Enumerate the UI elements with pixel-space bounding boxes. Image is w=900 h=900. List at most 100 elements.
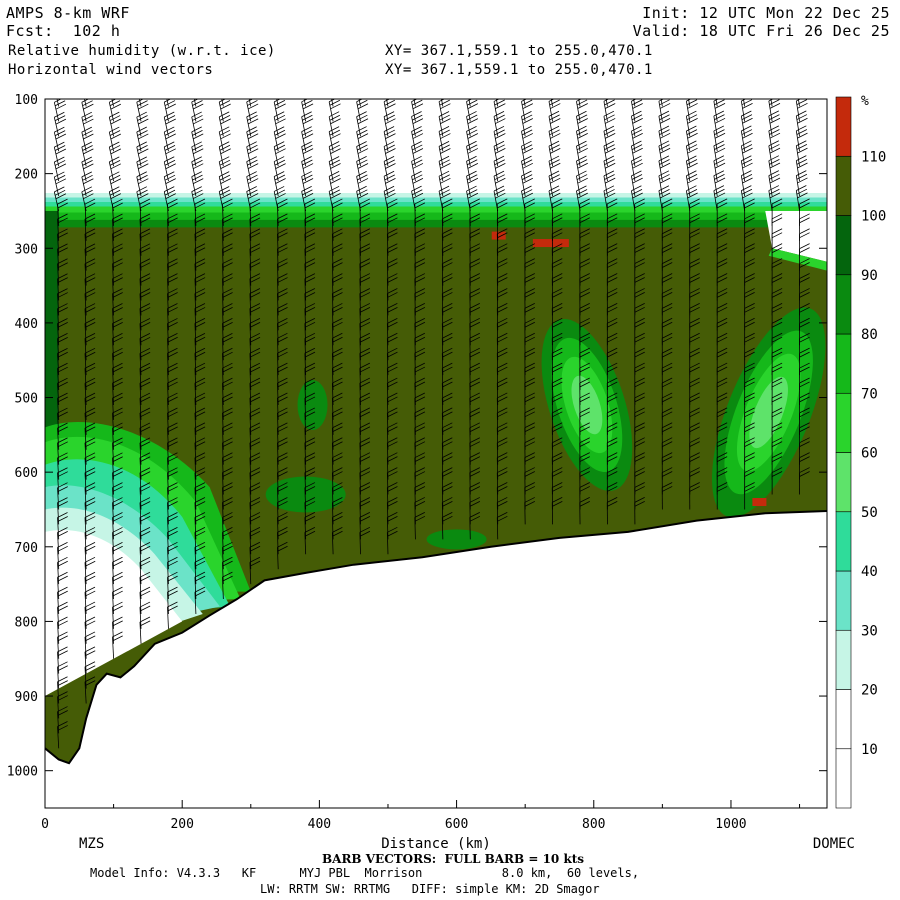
wind-barb-tick [219, 174, 231, 181]
wind-barb-tick [469, 512, 480, 518]
wind-barb-tick [607, 228, 618, 235]
wind-barb-tick [57, 243, 68, 250]
wind-barb-tick [497, 456, 508, 462]
wind-barb-tick [579, 243, 590, 250]
wind-barb-tick [57, 725, 68, 731]
wind-barb-tick [552, 392, 563, 399]
wind-barb-tick [84, 556, 96, 563]
wind-barb-tick [357, 129, 368, 136]
wind-barb-tick [579, 228, 590, 235]
wind-barb-tick [167, 202, 178, 209]
wind-barb-tick [164, 126, 175, 133]
wind-barb-tick [634, 347, 645, 354]
wind-barb-tick [771, 362, 783, 369]
wind-barb-tick [304, 381, 316, 388]
wind-barb-tick [771, 381, 783, 388]
wind-barb-tick [799, 292, 810, 298]
wind-barb-tick [167, 586, 178, 593]
wind-barb-tick [54, 160, 66, 166]
wind-barb-tick [658, 99, 665, 102]
wind-barb-tick [716, 362, 728, 369]
wind-barb-tick [577, 192, 588, 199]
wind-barb-tick [687, 162, 698, 169]
wind-barb-tick [194, 556, 206, 563]
wind-barb-tick [466, 155, 477, 162]
wind-barb-tick [109, 115, 121, 121]
wind-barb-tick [138, 118, 149, 125]
wind-barb-tick [716, 247, 728, 253]
wind-barb-tick [54, 189, 66, 196]
wind-barb-tick [54, 82, 64, 87]
wind-barb-tick [634, 202, 645, 209]
wind-barb-tick [524, 247, 536, 253]
wind-barb-tick [769, 188, 780, 195]
wind-barb-tick [524, 437, 535, 444]
wind-barb-tick [139, 336, 151, 343]
wind-barb-tick [332, 407, 343, 414]
wind-barb-tick [57, 426, 68, 433]
wind-barb-tick [85, 471, 96, 478]
wind-barb-tick [277, 347, 288, 354]
wind-barb-tick [332, 482, 343, 488]
wind-barb-tick [276, 89, 286, 94]
wind-barb-tick [494, 144, 505, 151]
wind-barb-tick [164, 141, 175, 148]
wind-barb-tick [607, 407, 618, 414]
wind-barb-tick [603, 185, 615, 192]
wind-barb-tick [716, 396, 728, 403]
wind-barb-tick [194, 467, 206, 474]
wind-barb-tick [57, 467, 68, 474]
y-tick-label: 600 [15, 466, 38, 481]
wind-barb-tick [689, 262, 700, 268]
wind-barb-tick [497, 273, 508, 279]
wind-barb-tick [497, 228, 508, 235]
wind-barb-tick [442, 501, 453, 507]
wind-barb-tick [631, 81, 641, 86]
wind-barb-tick [139, 516, 151, 522]
wind-barb-tick [359, 362, 371, 369]
wind-barb-tick [634, 471, 645, 477]
wind-barb-tick [222, 407, 233, 414]
wind-barb-tick [138, 86, 148, 91]
wind-barb-tick [521, 185, 532, 192]
wind-barb-tick [662, 228, 673, 235]
wind-barb-tick [275, 85, 285, 90]
wind-barb-tick [603, 99, 610, 102]
wind-barb-tick [57, 456, 68, 463]
wind-barb-tick [112, 407, 123, 414]
wind-barb-tick [109, 174, 121, 181]
wind-barb-tick [771, 422, 783, 429]
wind-barb-tick [277, 516, 288, 522]
wind-barb-tick [387, 471, 398, 477]
wind-barb-tick [222, 556, 233, 563]
wind-barb-tick [497, 303, 508, 309]
wind-barb-tick [579, 277, 590, 283]
wind-barb-tick [579, 471, 590, 477]
wind-barb-tick [384, 174, 395, 181]
wind-barb-tick [662, 198, 673, 205]
wind-barb-tick [274, 189, 286, 196]
init-time: Init: 12 UTC Mon 22 Dec 25 [642, 4, 890, 22]
wind-barb-tick [138, 148, 149, 155]
wind-barb-tick [662, 396, 673, 403]
valid-time: Valid: 18 UTC Fri 26 Dec 25 [632, 22, 890, 40]
wind-barb-tick [332, 497, 343, 503]
wind-barb-tick [414, 232, 426, 239]
wind-barb-tick [194, 545, 206, 552]
wind-barb-tick [304, 486, 316, 492]
wind-barb-tick [576, 170, 587, 177]
wind-barb-tick [442, 228, 453, 235]
wind-barb-tick [442, 452, 453, 459]
wind-barb-tick [414, 392, 425, 399]
wind-barb-tick [714, 99, 725, 106]
wind-barb-tick [137, 174, 148, 181]
wind-barb-tick [137, 115, 148, 121]
wind-barb-tick [302, 144, 313, 151]
wind-barb-tick [771, 292, 783, 298]
wind-barb-tick [383, 156, 395, 162]
wind-barb-tick [222, 467, 233, 474]
wind-barb-tick [440, 177, 451, 184]
wind-barb-tick [469, 336, 481, 343]
wind-barb-tick [277, 545, 288, 552]
wind-barb-tick [81, 156, 92, 163]
